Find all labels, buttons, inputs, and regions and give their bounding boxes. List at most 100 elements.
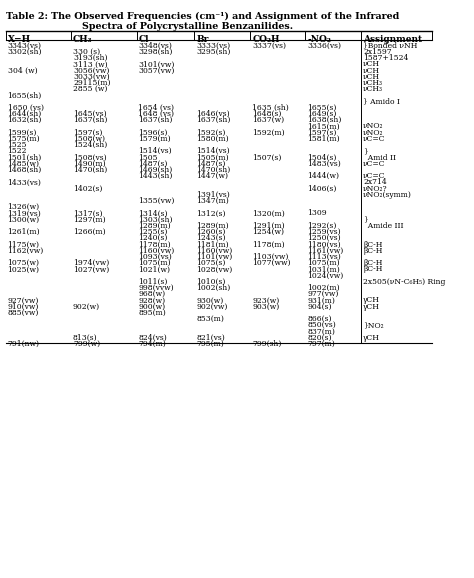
Text: 1599(s): 1599(s) <box>8 129 37 136</box>
Text: 1514(vs): 1514(vs) <box>196 147 230 155</box>
Text: 3343(vs): 3343(vs) <box>8 42 42 50</box>
Text: 1314(s): 1314(s) <box>138 209 168 217</box>
Text: 1181(m): 1181(m) <box>196 240 229 249</box>
Text: νCH: νCH <box>363 73 380 81</box>
Text: 1027(vw): 1027(vw) <box>73 265 109 273</box>
Text: νCH₃: νCH₃ <box>363 85 383 93</box>
Text: 3298(sh): 3298(sh) <box>138 48 173 56</box>
Text: Amid II: Amid II <box>363 154 396 161</box>
Text: 791(nw): 791(nw) <box>8 340 40 348</box>
Text: 1161(vw): 1161(vw) <box>307 247 343 255</box>
Text: 1592(m): 1592(m) <box>252 129 285 136</box>
Text: 1303(sh): 1303(sh) <box>138 216 173 224</box>
Text: 1180(vs): 1180(vs) <box>307 240 341 249</box>
Text: 1507(s): 1507(s) <box>252 154 282 161</box>
Text: 1487(s): 1487(s) <box>196 160 226 168</box>
Text: 1433(vs): 1433(vs) <box>8 179 41 186</box>
Text: 1075(s): 1075(s) <box>196 259 226 267</box>
Text: γCH: γCH <box>363 303 380 310</box>
Text: νC=C: νC=C <box>363 135 385 143</box>
Text: 1974(vw): 1974(vw) <box>73 259 109 267</box>
Text: 1485(w): 1485(w) <box>8 160 40 168</box>
Text: 853(m): 853(m) <box>196 315 224 323</box>
Text: 1160(vw): 1160(vw) <box>196 247 232 255</box>
Text: Amide III: Amide III <box>363 222 403 230</box>
Text: 1615(m): 1615(m) <box>307 123 340 131</box>
Text: 931(m): 931(m) <box>307 297 335 305</box>
Text: 1632(sh): 1632(sh) <box>8 116 42 124</box>
Text: 930(w): 930(w) <box>196 297 223 305</box>
Text: 1292(s): 1292(s) <box>307 222 337 230</box>
Text: 977(vw): 977(vw) <box>307 290 338 298</box>
Text: 1289(m): 1289(m) <box>138 222 171 230</box>
Text: 1010(s): 1010(s) <box>196 278 226 286</box>
Text: 799(sh): 799(sh) <box>252 340 282 348</box>
Text: 3193(sh): 3193(sh) <box>73 54 108 62</box>
Text: 1297(m): 1297(m) <box>73 216 106 224</box>
Text: 1021(w): 1021(w) <box>138 265 171 273</box>
Text: 1505: 1505 <box>138 154 158 161</box>
Text: 2x1597: 2x1597 <box>363 48 392 56</box>
Text: 1002(m): 1002(m) <box>307 284 340 292</box>
Text: 1317(s): 1317(s) <box>73 209 102 217</box>
Text: 1320(m): 1320(m) <box>252 209 285 217</box>
Text: 330 (s): 330 (s) <box>73 48 100 56</box>
Text: 902(vw): 902(vw) <box>196 303 228 310</box>
Text: γCH: γCH <box>363 297 380 305</box>
Text: 1355(vw): 1355(vw) <box>138 197 175 205</box>
Text: 1654 (vs): 1654 (vs) <box>138 104 174 112</box>
Text: 1103(vw): 1103(vw) <box>252 253 289 261</box>
Text: 1406(s): 1406(s) <box>307 184 337 192</box>
Text: 1505(m): 1505(m) <box>196 154 229 161</box>
Text: 1514(vs): 1514(vs) <box>138 147 172 155</box>
Text: 1648 (vs): 1648 (vs) <box>138 110 174 118</box>
Text: 1508(w): 1508(w) <box>73 135 105 143</box>
Text: Spectra of Polycrystalline Benzanilides.: Spectra of Polycrystalline Benzanilides. <box>82 22 292 31</box>
Text: 1266(m): 1266(m) <box>73 228 106 236</box>
Text: 885(vw): 885(vw) <box>8 309 39 317</box>
Text: 1637(sh): 1637(sh) <box>138 116 173 124</box>
Text: 1025(w): 1025(w) <box>8 265 40 273</box>
Text: 824(vs): 824(vs) <box>138 334 167 342</box>
Text: 1077(ww): 1077(ww) <box>252 259 291 267</box>
Text: 1444(w): 1444(w) <box>307 172 339 180</box>
Text: 1525: 1525 <box>8 141 27 149</box>
Text: The Observed Frequencies (cm⁻¹) and Assignment of the Infrared: The Observed Frequencies (cm⁻¹) and Assi… <box>51 12 399 21</box>
Text: 2855 (w): 2855 (w) <box>73 85 108 93</box>
Text: 1638(sh): 1638(sh) <box>307 116 342 124</box>
Text: 904(s): 904(s) <box>307 303 332 310</box>
Text: 3113 (w): 3113 (w) <box>73 60 108 68</box>
Text: 1597(s): 1597(s) <box>73 129 102 136</box>
Text: 3101(vw): 3101(vw) <box>138 60 175 68</box>
Text: 1504(s): 1504(s) <box>307 154 337 161</box>
Text: 1113(vs): 1113(vs) <box>307 253 341 261</box>
Text: 1597(s): 1597(s) <box>307 129 337 136</box>
Text: 998(vvw): 998(vvw) <box>138 284 174 292</box>
Text: νNO₂: νNO₂ <box>363 129 383 136</box>
Text: 1637(sh): 1637(sh) <box>196 116 231 124</box>
Text: νCH: νCH <box>363 60 380 68</box>
Text: 866(s): 866(s) <box>307 315 332 323</box>
Text: 1312(s): 1312(s) <box>196 209 226 217</box>
Text: 1250(vs): 1250(vs) <box>307 234 341 242</box>
Text: 1581(m): 1581(m) <box>307 135 340 143</box>
Text: 821(vs): 821(vs) <box>196 334 225 342</box>
Text: 3057(vw): 3057(vw) <box>138 66 175 75</box>
Text: βC-H: βC-H <box>363 265 383 273</box>
Text: 1243(s): 1243(s) <box>196 234 226 242</box>
Text: 1468(sh): 1468(sh) <box>8 166 42 174</box>
Text: 1524(sh): 1524(sh) <box>73 141 107 149</box>
Text: 3056(vw): 3056(vw) <box>73 66 109 75</box>
Text: 1291(m): 1291(m) <box>252 222 285 230</box>
Text: 1101(vw): 1101(vw) <box>196 253 232 261</box>
Text: 1162(vw): 1162(vw) <box>8 247 44 255</box>
Text: νNO₂: νNO₂ <box>363 123 383 131</box>
Text: Table 2:: Table 2: <box>6 12 48 21</box>
Text: 1260(s): 1260(s) <box>196 228 226 236</box>
Text: }Bonded νNH: }Bonded νNH <box>363 42 418 50</box>
Text: 1261(m): 1261(m) <box>8 228 40 236</box>
Text: 795(m): 795(m) <box>196 340 224 348</box>
Text: γCH: γCH <box>363 334 380 342</box>
Text: 1178(m): 1178(m) <box>252 240 285 249</box>
Text: 1075(w): 1075(w) <box>8 259 40 267</box>
